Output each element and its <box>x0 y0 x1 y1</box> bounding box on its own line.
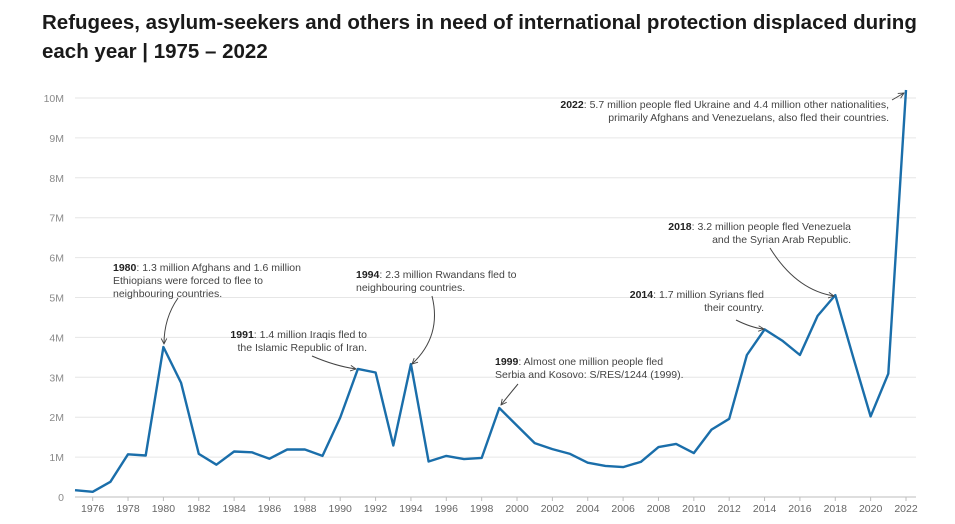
annotation-text: 1991: 1.4 million Iraqis fled to <box>230 329 367 341</box>
x-tick-label: 1988 <box>293 503 317 515</box>
y-tick-label: 5M <box>49 293 64 305</box>
annotation-text: 1994: 2.3 million Rwandans fled to <box>356 269 517 281</box>
annotation-text: neighbouring countries. <box>356 282 465 294</box>
y-tick-label: 7M <box>49 213 64 225</box>
annotation-year: 2022 <box>560 99 584 111</box>
annotation-arrow <box>501 383 519 405</box>
annotation-line: : 2.3 million Rwandans fled to <box>379 269 516 281</box>
x-tick-label: 2010 <box>682 503 706 515</box>
x-tick-label: 2004 <box>576 503 600 515</box>
annotation-text: primarily Afghans and Venezuelans, also … <box>608 112 889 124</box>
x-tick-label: 2020 <box>859 503 883 515</box>
annotation-line: : Almost one million people fled <box>518 356 663 368</box>
annotation-text: 2022: 5.7 million people fled Ukraine an… <box>560 99 889 111</box>
y-tick-label: 6M <box>49 253 64 265</box>
x-tick-label: 1998 <box>470 503 494 515</box>
annotation-text: their country. <box>704 302 764 314</box>
annotation-arrow <box>735 319 764 329</box>
annotation-year: 2014 <box>630 289 654 301</box>
x-tick-label: 2018 <box>824 503 848 515</box>
x-tick-label: 1978 <box>116 503 140 515</box>
annotation-arrow <box>412 295 435 364</box>
annotation-arrow <box>891 93 904 101</box>
x-tick-label: 1982 <box>187 503 211 515</box>
plot-area <box>74 89 908 493</box>
x-tick-label: 2008 <box>647 503 671 515</box>
y-tick-label: 2M <box>49 412 64 424</box>
y-tick-label: 9M <box>49 133 64 145</box>
annotation-year: 1999 <box>495 356 519 368</box>
annotation-text: 2018: 3.2 million people fled Venezuela <box>668 221 851 233</box>
annotation-year: 2018 <box>668 221 692 233</box>
annotation-2018: 2018: 3.2 million people fled Venezuelaa… <box>668 221 851 296</box>
annotation-arrow <box>769 247 834 296</box>
x-tick-label: 1996 <box>435 503 459 515</box>
annotation-year: 1980 <box>113 262 137 274</box>
x-tick-label: 1992 <box>364 503 388 515</box>
annotation-text: and the Syrian Arab Republic. <box>712 234 851 246</box>
annotation-line: : 5.7 million people fled Ukraine and 4.… <box>584 99 889 111</box>
annotation-line: : 1.3 million Afghans and 1.6 million <box>136 262 301 274</box>
x-tick-label: 2002 <box>541 503 565 515</box>
annotation-text: 1980: 1.3 million Afghans and 1.6 millio… <box>113 262 301 274</box>
x-tick-label: 2012 <box>718 503 742 515</box>
x-tick-label: 1994 <box>399 503 423 515</box>
annotation-year: 1994 <box>356 269 380 281</box>
y-axis: 0 1M 2M 3M 4M 5M 6M 7M 8M 9M 10M <box>44 93 65 504</box>
x-tick-label: 1976 <box>81 503 105 515</box>
annotation-text: 1999: Almost one million people fled <box>495 356 663 368</box>
annotation-text: Serbia and Kosovo: S/RES/1244 (1999). <box>495 369 684 381</box>
y-tick-label: 3M <box>49 372 64 384</box>
y-tick-label: 0 <box>58 492 64 504</box>
annotation-1980: 1980: 1.3 million Afghans and 1.6 millio… <box>113 262 301 344</box>
annotation-line: : 3.2 million people fled Venezuela <box>692 221 852 233</box>
y-tick-label: 4M <box>49 332 64 344</box>
annotation-1999: 1999: Almost one million people fledSerb… <box>495 356 684 405</box>
annotation-text: 2014: 1.7 million Syrians fled <box>630 289 764 301</box>
series-line <box>74 89 908 493</box>
annotation-text: neighbouring countries. <box>113 288 222 300</box>
y-tick-label: 8M <box>49 173 64 185</box>
annotation-year: 1991 <box>230 329 254 341</box>
x-tick-label: 2022 <box>894 503 918 515</box>
annotation-line: : 1.4 million Iraqis fled to <box>254 329 367 341</box>
y-tick-label: 1M <box>49 452 64 464</box>
x-tick-label: 1990 <box>329 503 353 515</box>
annotations: 1980: 1.3 million Afghans and 1.6 millio… <box>113 93 904 405</box>
chart-title: Refugees, asylum-seekers and others in n… <box>42 11 917 63</box>
annotation-2022: 2022: 5.7 million people fled Ukraine an… <box>560 93 904 124</box>
x-tick-label: 1986 <box>258 503 282 515</box>
annotation-text: the Islamic Republic of Iran. <box>237 342 367 354</box>
annotation-1994: 1994: 2.3 million Rwandans fled toneighb… <box>356 269 517 364</box>
annotation-line: : 1.7 million Syrians fled <box>653 289 764 301</box>
annotation-text: Ethiopians were forced to flee to <box>113 275 263 287</box>
x-tick-label: 2000 <box>505 503 529 515</box>
x-tick-label: 1984 <box>222 503 246 515</box>
x-tick-label: 2006 <box>611 503 635 515</box>
x-tick-label: 1980 <box>152 503 176 515</box>
x-tick-label: 2014 <box>753 503 777 515</box>
annotation-arrow <box>164 297 179 344</box>
y-tick-label: 10M <box>44 93 64 105</box>
x-axis: 1976 1978 1980 1982 1984 1986 1988 1990 1992 1994… <box>81 497 918 515</box>
annotation-arrow <box>311 355 356 369</box>
x-tick-label: 2016 <box>788 503 812 515</box>
